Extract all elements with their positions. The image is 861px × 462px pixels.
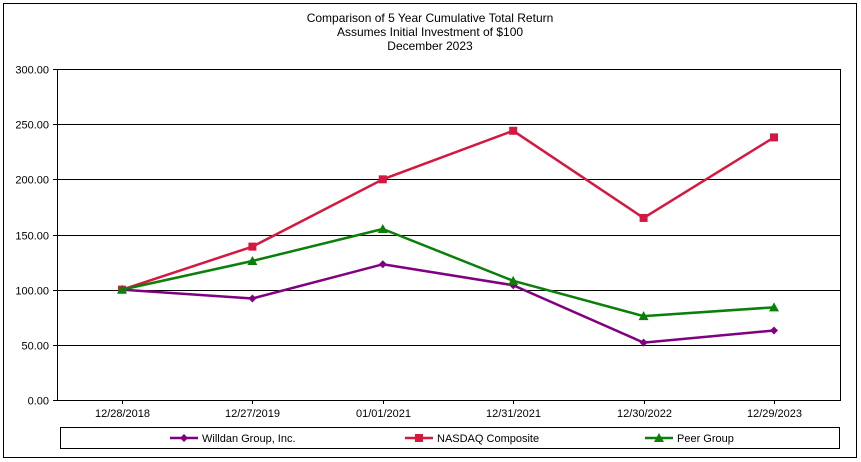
x-tick-label: 12/27/2019 xyxy=(225,408,280,420)
series-peer-group xyxy=(117,223,779,321)
y-tick-label: 300.00 xyxy=(15,65,49,77)
data-point xyxy=(117,284,127,294)
series-line xyxy=(121,263,775,344)
data-point xyxy=(770,326,778,335)
series-line xyxy=(121,227,775,318)
plot-area-border xyxy=(57,69,841,401)
data-point xyxy=(508,275,519,285)
chart-title-line-3: December 2023 xyxy=(387,39,473,53)
legend: Willdan Group, Inc. NASDAQ Composite Peer … xyxy=(170,433,734,445)
chart-title-line-1: Comparison of 5 Year Cumulative Total Re… xyxy=(307,11,554,25)
chart-title-line-2: Assumes Initial Investment of $100 xyxy=(337,25,523,39)
legend-marker xyxy=(180,434,188,442)
data-point xyxy=(769,302,779,312)
y-tick-label: 200.00 xyxy=(15,175,49,187)
x-tick-label: 12/28/2018 xyxy=(95,408,150,420)
legend-marker xyxy=(654,433,664,442)
data-point xyxy=(248,242,257,251)
legend-item: Willdan Group, Inc. xyxy=(170,433,296,445)
legend-item: NASDAQ Composite xyxy=(405,433,539,445)
data-point xyxy=(638,311,649,321)
data-point xyxy=(509,126,518,135)
x-tick-label: 12/31/2021 xyxy=(486,408,541,420)
legend-marker xyxy=(415,434,423,442)
y-tick-label: 0.00 xyxy=(28,396,49,408)
grid-lines xyxy=(53,69,840,401)
x-tick-label: 12/30/2022 xyxy=(617,408,672,420)
y-tick-label: 50.00 xyxy=(21,341,49,353)
outer-border xyxy=(3,3,857,458)
x-axis-tick-labels: 12/28/2018 12/27/2019 01/01/2021 12/31/2021… xyxy=(95,400,802,420)
y-axis-tick-labels: 0.00 50.00 100.00 150.00 200.00 250.00 300.00 xyxy=(15,65,49,408)
data-point xyxy=(639,213,648,222)
data-point xyxy=(377,223,388,233)
data-point xyxy=(770,133,778,142)
series-line xyxy=(121,129,775,291)
legend-item: Peer Group xyxy=(645,433,734,445)
x-tick-label: 01/01/2021 xyxy=(356,408,411,420)
legend-label: Peer Group xyxy=(677,433,734,445)
data-point xyxy=(247,255,258,265)
x-tick-label: 12/29/2023 xyxy=(747,408,802,420)
legend-label: Willdan Group, Inc. xyxy=(202,433,296,445)
legend-box xyxy=(60,427,840,449)
legend-label: NASDAQ Composite xyxy=(437,433,539,445)
data-point xyxy=(639,338,648,347)
series-lines xyxy=(117,126,779,347)
data-point xyxy=(378,260,387,269)
y-tick-label: 100.00 xyxy=(15,286,49,298)
y-tick-label: 150.00 xyxy=(15,231,49,243)
y-tick-label: 250.00 xyxy=(15,120,49,132)
data-point xyxy=(248,294,257,303)
data-point xyxy=(378,175,387,184)
